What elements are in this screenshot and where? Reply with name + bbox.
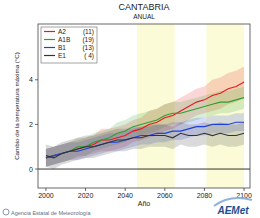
legend-count: (13) — [82, 44, 94, 52]
y-tick — [35, 79, 38, 80]
legend-count: (19) — [82, 36, 94, 44]
x-tick — [125, 188, 126, 191]
series-line — [46, 133, 244, 158]
legend-box — [41, 27, 97, 63]
x-tick-label: 2040 — [117, 192, 133, 199]
subtitle: ANUAL — [133, 13, 155, 20]
x-tick — [204, 188, 205, 191]
legend-swatch — [44, 47, 55, 48]
x-tick — [244, 188, 245, 191]
x-tick-label: 2060 — [157, 192, 173, 199]
y-tick — [35, 169, 38, 170]
legend-label: A1B — [58, 36, 70, 43]
x-tick-label: 2000 — [38, 192, 54, 199]
x-tick-label: 2080 — [197, 192, 213, 199]
series-line — [46, 82, 244, 158]
series-line — [46, 98, 244, 158]
x-tick — [45, 188, 46, 191]
legend-count: ( 4) — [84, 52, 94, 60]
y-axis-label: Cambio de la temperatura máxima (°C) — [13, 52, 20, 160]
y-tick-label: 2 — [29, 121, 33, 128]
plot-area — [38, 24, 250, 188]
x-axis-label: Año — [138, 200, 151, 207]
chart: CANTABRIAANUAL20002020204020602080210002… — [0, 0, 260, 218]
legend-label: E1 — [58, 52, 66, 59]
source: Agencia Estatal de Meteorología — [11, 210, 91, 216]
frame — [38, 24, 250, 188]
legend-count: (11) — [83, 28, 94, 36]
reference-line — [38, 169, 250, 170]
uncertainty-band — [46, 122, 244, 169]
plot-bg — [38, 24, 250, 188]
y-tick-label: 4 — [29, 76, 33, 83]
x-tick-label: 2020 — [78, 192, 94, 199]
series-line — [46, 122, 244, 158]
y-tick-label: 0 — [29, 166, 33, 173]
legend-swatch — [44, 39, 55, 40]
legend-swatch — [44, 55, 55, 56]
x-tick — [85, 188, 86, 191]
title: CANTABRIA — [119, 2, 170, 12]
legend-label: B1 — [58, 44, 66, 51]
legend: A2 (11) A1B (19) B1 (13) E1 ( 4) — [41, 27, 97, 63]
source-icon — [3, 209, 9, 215]
logo: AEMet — [216, 205, 249, 216]
x-tick — [164, 188, 165, 191]
legend-label: A2 — [58, 28, 66, 35]
y-tick — [35, 124, 38, 125]
legend-swatch — [44, 31, 55, 32]
